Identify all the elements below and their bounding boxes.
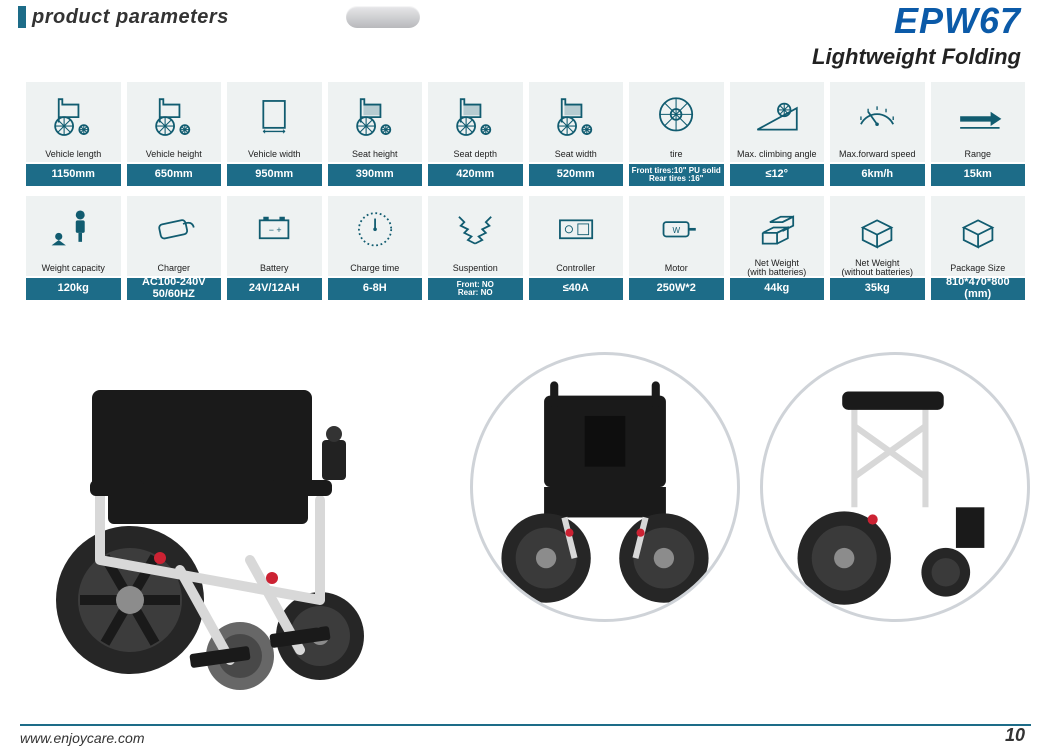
spec-value: 420mm [428,164,523,186]
spec-value: 6km/h [830,164,925,186]
spec-cell: Charge time 6-8H [328,196,423,300]
product-image-circle-1 [470,352,740,622]
product-views [0,330,1051,712]
spec-label: Weight capacity [26,260,121,276]
product-image-circle-2 [760,352,1030,622]
spec-value: 44kg [730,278,825,300]
header-accent [18,6,26,28]
spec-label: Seat height [328,146,423,162]
spec-value: 520mm [529,164,624,186]
spec-value: 120kg [26,278,121,300]
spec-cell: Controller ≤40A [529,196,624,300]
spec-cell: tire Front tires:10" PU solid Rear tires … [629,82,724,186]
spec-value: Front tires:10" PU solid Rear tires :16" [629,164,724,186]
spec-cell: Max.forward speed 6km/h [830,82,925,186]
width-box-icon [227,82,322,146]
footer-divider [20,724,1031,726]
spec-label: Max. climbing angle [730,146,825,162]
wheelchair-side-icon [127,82,222,146]
spec-value: ≤12° [730,164,825,186]
spec-value: 15km [931,164,1026,186]
wheelchair-seat-icon [529,82,624,146]
wheelchair-seat-icon [328,82,423,146]
spec-label: Package Size [931,260,1026,276]
spec-value: 390mm [328,164,423,186]
boxes-icon [730,196,825,260]
controller-icon [529,196,624,260]
spec-label: Net Weight (with batteries) [730,260,825,276]
spec-value: 810*470*800 (mm) [931,278,1026,300]
clock-icon [328,196,423,260]
spec-row: Vehicle length1150mmVehicle height650mmV… [26,82,1025,186]
spec-cell: Net Weight (without batteries) 35kg [830,196,925,300]
spec-value: Front: NO Rear: NO [428,278,523,300]
spec-label: Seat width [529,146,624,162]
spec-cell: Suspention Front: NO Rear: NO [428,196,523,300]
footer-url: www.enjoycare.com [20,730,145,746]
spec-value: 950mm [227,164,322,186]
spec-cell: Range 15km [931,82,1026,186]
model-subtitle: Lightweight Folding [812,44,1021,70]
model-number: EPW67 [894,0,1021,42]
spec-label: Vehicle height [127,146,222,162]
spec-grid: Vehicle length1150mmVehicle height650mmV… [26,82,1025,310]
header-bar: product parameters [18,6,229,28]
spec-label: Controller [529,260,624,276]
spec-value: ≤40A [529,278,624,300]
header-pill [346,6,420,28]
spec-label: tire [629,146,724,162]
svg-text:W: W [673,225,681,234]
weight-person-icon [26,196,121,260]
spec-label: Max.forward speed [830,146,925,162]
spec-value: 250W*2 [629,278,724,300]
spring-icon [428,196,523,260]
spec-value: 1150mm [26,164,121,186]
footer-page-number: 10 [1005,725,1025,746]
speedometer-icon [830,82,925,146]
tire-icon [629,82,724,146]
spec-label: Range [931,146,1026,162]
spec-label: Motor [629,260,724,276]
charger-icon [127,196,222,260]
spec-cell: W Motor 250W*2 [629,196,724,300]
spec-cell: Vehicle height 650mm [127,82,222,186]
spec-cell: Vehicle length 1150mm [26,82,121,186]
battery-icon: − + [227,196,322,260]
spec-label: Charger [127,260,222,276]
page-title: product parameters [32,6,229,29]
spec-value: 24V/12AH [227,278,322,300]
spec-cell: Weight capacity 120kg [26,196,121,300]
spec-label: Vehicle length [26,146,121,162]
ramp-icon [730,82,825,146]
box-icon [931,196,1026,260]
spec-cell: − + Battery 24V/12AH [227,196,322,300]
product-image-main [20,330,450,700]
spec-label: Battery [227,260,322,276]
range-arrow-icon [931,82,1026,146]
spec-cell: Charger AC100-240V 50/60HZ [127,196,222,300]
spec-label: Vehicle width [227,146,322,162]
wheelchair-seat-icon [428,82,523,146]
spec-label: Seat depth [428,146,523,162]
spec-value: 35kg [830,278,925,300]
spec-cell: Seat depth 420mm [428,82,523,186]
spec-cell: Seat height 390mm [328,82,423,186]
spec-row: Weight capacity 120kg Charger AC100-240V 50… [26,196,1025,300]
spec-cell: Package Size 810*470*800 (mm) [931,196,1026,300]
spec-cell: Net Weight (with batteries) 44kg [730,196,825,300]
spec-label: Charge time [328,260,423,276]
wheelchair-side-icon [26,82,121,146]
motor-icon: W [629,196,724,260]
spec-cell: Vehicle width 950mm [227,82,322,186]
spec-value: 6-8H [328,278,423,300]
box-icon [830,196,925,260]
svg-text:− +: − + [269,224,282,234]
spec-label: Suspention [428,260,523,276]
spec-label: Net Weight (without batteries) [830,260,925,276]
spec-cell: Max. climbing angle ≤12° [730,82,825,186]
spec-cell: Seat width 520mm [529,82,624,186]
spec-value: 650mm [127,164,222,186]
spec-value: AC100-240V 50/60HZ [127,278,222,300]
